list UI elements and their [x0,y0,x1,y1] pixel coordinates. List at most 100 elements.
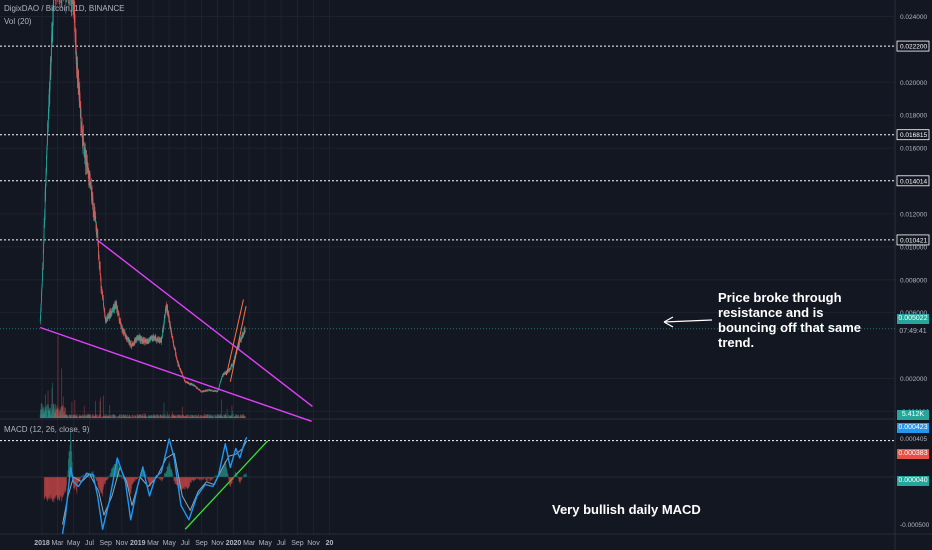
candle-body [244,330,246,332]
volume-bar [46,406,48,418]
volume-bar [223,417,225,418]
candle-body [43,225,45,237]
volume-bar [104,415,106,418]
volume-bar [53,403,55,418]
volume-bar [103,415,105,418]
volume-bar [67,416,69,418]
macd-histogram-bar [241,477,243,481]
volume-tag: 5.412K [897,410,929,420]
macd-histogram-bar [126,477,128,487]
macd-histogram-bar [211,477,213,481]
volume-bar [65,414,67,418]
volume-bar [70,414,72,418]
macd-histogram-bar [168,461,170,477]
macd-histogram-bar [113,467,115,477]
candle-body [103,304,104,306]
macd-histogram-bar [212,477,214,479]
volume-bar [69,415,71,418]
macd-histogram-bar [226,472,228,477]
macd-histogram-bar [82,474,84,477]
volume-bar [43,406,45,418]
candle-body [220,381,221,383]
volume-bar [232,410,233,418]
macd-histogram-bar [224,461,226,477]
volume-bar [116,417,118,418]
volume-bar [205,415,206,418]
volume-bar [227,416,229,418]
macd-histogram-bar [209,477,211,479]
candle-body [96,231,98,237]
volume-bar [136,415,138,418]
volume-bar [208,414,210,418]
volume-bar [192,415,193,418]
macd-histogram-bar [234,474,236,477]
volume-bar [79,415,80,418]
volume-bar [76,414,78,418]
macd-histogram-bar [185,477,187,487]
macd-histogram-bar [96,477,98,481]
volume-bar [179,415,180,418]
volume-bar [148,415,150,418]
volume-bar [196,416,198,418]
volume-bar [227,415,229,418]
volume-bar [207,414,209,418]
price-axis-tick-label: 0.006000 [900,310,927,317]
macd-histogram-bar [232,477,234,480]
annotation-arrow-shaft [663,319,713,323]
macd-histogram-bar [210,477,212,480]
macd-histogram-bar [166,467,168,477]
candle-body [99,266,101,275]
macd-histogram-bar [51,477,53,499]
volume-bar [231,416,233,418]
volume-bar [186,415,187,418]
candle-body [121,327,123,331]
macd-histogram-bar [163,473,165,477]
candle-body [47,131,48,142]
volume-bar [153,414,155,418]
volume-bar [51,409,53,418]
macd-histogram-bar [151,477,153,481]
volume-bar [142,414,143,418]
volume-bar [184,417,185,418]
macd-histogram-bar [193,477,195,480]
volume-bar [40,409,42,418]
volume-bar [139,415,141,418]
volume-bar [83,416,84,418]
volume-bar [228,414,230,418]
macd-histogram-bar [134,477,136,482]
volume-bar [77,416,79,418]
macd-histogram-bar [136,477,138,480]
volume-bar [153,414,154,418]
macd-histogram-bar [133,477,135,481]
volume-bar [221,416,223,418]
volume-bar [208,416,210,418]
volume-bar [161,414,163,418]
volume-bar [84,416,86,418]
candle-body [129,340,130,344]
candle-body [85,148,86,166]
macd-histogram-bar [70,430,72,477]
volume-bar [56,409,58,418]
macd-histogram-bar [198,477,200,480]
volume-bar [64,414,65,418]
macd-histogram-bar [221,469,223,477]
macd-histogram-bar [219,472,221,477]
volume-bar [88,414,90,418]
macd-histogram-bar [54,477,56,497]
macd-histogram-bar [141,470,143,477]
volume-bar [191,414,193,418]
macd-histogram-bar [98,477,100,489]
macd-histogram-bar [199,477,201,481]
macd-histogram-bar [50,477,52,495]
volume-bar [192,415,194,418]
macd-histogram-bar [187,477,189,488]
volume-bar [191,414,193,418]
volume-bar [100,397,101,418]
volume-bar [229,415,231,418]
candle-body [153,335,155,340]
candle-body [124,332,126,337]
macd-histogram-bar [132,477,134,482]
macd-histogram-bar [128,477,130,491]
candle-body [83,136,84,144]
volume-bar [243,416,244,418]
